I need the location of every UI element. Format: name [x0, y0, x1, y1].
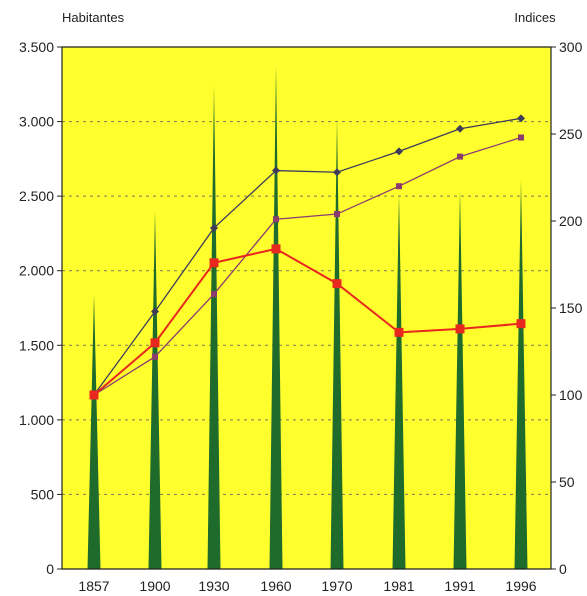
series-point	[456, 124, 464, 133]
x-tick-label: 1996	[505, 578, 536, 594]
x-tick-label: 1991	[444, 578, 475, 594]
series-point	[394, 327, 404, 337]
left-tick-label: 500	[31, 486, 55, 502]
bar	[330, 118, 344, 570]
left-tick-label: 1.500	[19, 337, 54, 353]
series-point	[457, 153, 463, 160]
series-point	[518, 134, 524, 141]
series-point	[150, 338, 160, 348]
series-point	[455, 324, 465, 334]
x-tick-label: 1857	[78, 578, 109, 594]
series-point	[272, 166, 280, 175]
right-tick-label: 200	[559, 213, 583, 229]
right-tick-label: 0	[559, 561, 567, 577]
right-tick-label: 250	[559, 126, 583, 142]
bar	[269, 64, 283, 569]
lines	[89, 114, 526, 400]
series-point	[517, 114, 525, 123]
right-tick-label: 300	[559, 39, 583, 55]
bars	[87, 64, 528, 570]
x-tick-label: 1960	[260, 578, 291, 594]
series-point	[152, 353, 158, 360]
right-tick-label: 50	[559, 474, 575, 490]
series-point	[209, 258, 219, 268]
series-line	[93, 117, 522, 396]
bar	[392, 193, 406, 569]
left-tick-label: 3.000	[19, 114, 54, 130]
series-point	[395, 147, 403, 156]
series-line	[93, 136, 522, 396]
x-tick-label: 1900	[139, 578, 170, 594]
series-point	[516, 319, 526, 329]
left-axis-ticks: 0 500 1.000 1.500 2.000 2.500 3.000 3.500	[19, 39, 62, 577]
left-tick-label: 0	[46, 561, 54, 577]
left-tick-label: 2.500	[19, 188, 54, 204]
plot-area	[62, 47, 551, 569]
x-tick-label: 1970	[321, 578, 352, 594]
bar	[514, 179, 528, 570]
bar	[148, 211, 162, 570]
right-axis-ticks: 0 50 100 150 200 250 300	[551, 39, 583, 577]
series-point	[211, 291, 217, 298]
bar	[453, 190, 467, 570]
bar	[207, 85, 221, 569]
bar	[87, 294, 101, 569]
series-point	[151, 307, 159, 316]
series-point	[89, 390, 99, 400]
series-point	[396, 183, 402, 190]
series-point	[334, 211, 340, 218]
series-point	[273, 216, 279, 223]
series-point	[271, 244, 281, 254]
series-point	[332, 279, 342, 289]
gridlines	[62, 121, 551, 495]
series-point	[333, 168, 341, 177]
x-tick-label: 1930	[198, 578, 229, 594]
x-axis-ticks: 1857 1900 1930 1960 1970 1981 1991 1996	[78, 578, 536, 594]
series-point	[210, 223, 218, 232]
left-tick-label: 1.000	[19, 412, 54, 428]
right-axis-title: Indices	[514, 10, 556, 25]
left-tick-label: 3.500	[19, 39, 54, 55]
right-tick-label: 100	[559, 387, 583, 403]
series-line	[93, 247, 522, 396]
x-tick-label: 1981	[383, 578, 414, 594]
right-tick-label: 150	[559, 300, 583, 316]
left-tick-label: 2.000	[19, 263, 54, 279]
left-axis-title: Habitantes	[62, 10, 125, 25]
